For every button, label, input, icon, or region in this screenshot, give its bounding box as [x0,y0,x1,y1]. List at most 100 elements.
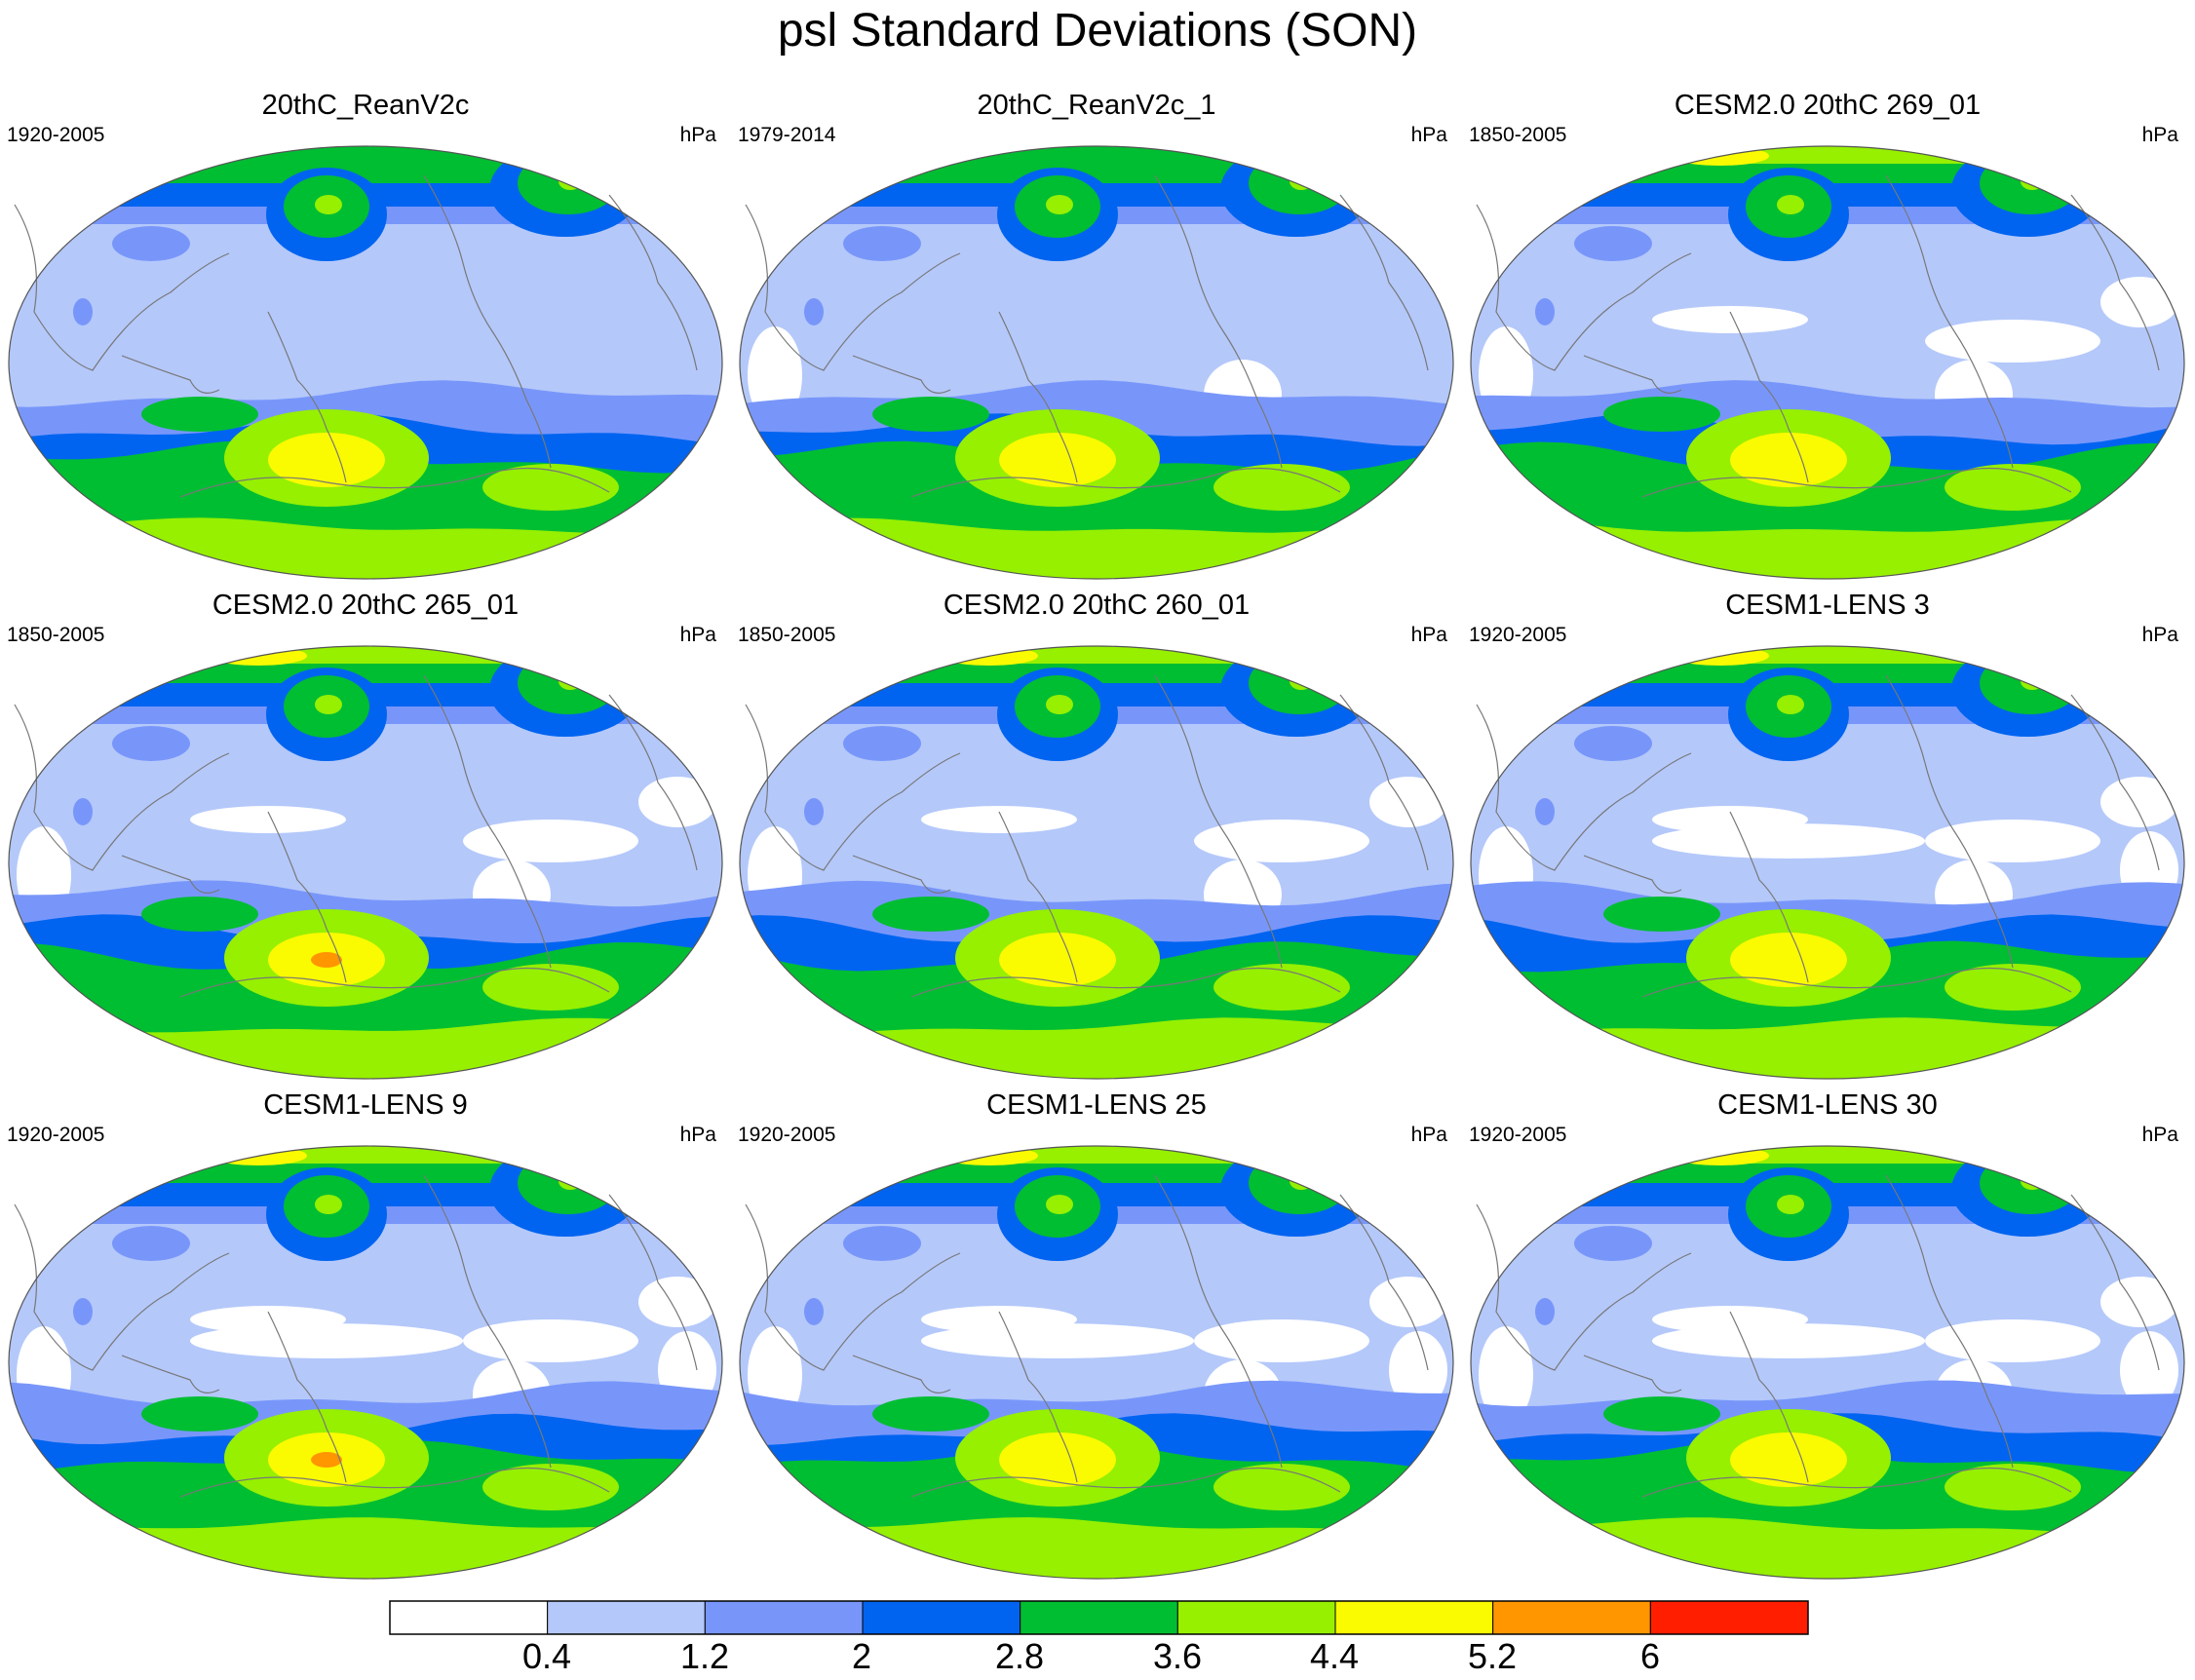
contour-field [1471,146,2184,579]
coastline-americas [1154,674,1283,969]
colorbar-segment [704,1600,864,1635]
contour-blob [638,1277,716,1327]
contour-blob [1194,1319,1369,1362]
map-panel: CESM2.0 20thC 265_01 1850-2005 hPa [5,588,726,1080]
panel-title: CESM1-LENS 3 [1725,590,1930,621]
coastline-antarctica [910,967,1341,998]
contour-blob [1777,695,1804,714]
contour-blob [311,952,342,968]
coastline-antarctica [179,467,610,498]
north-band-4 [9,146,722,183]
coastline-australia-link [267,811,347,983]
panel-title: CESM1-LENS 30 [1717,1089,1938,1121]
contour-blob [482,964,619,1011]
contour-blob [2021,172,2044,190]
colorbar-segment [389,1600,549,1635]
contour-blob [804,798,824,825]
contour-blob [1290,1172,1313,1190]
contour-blob [73,1298,93,1325]
coastline-antarctica [179,967,610,998]
panel-title: CESM1-LENS 9 [263,1089,468,1121]
coastlines [745,174,1429,498]
contour-blob [1574,726,1652,761]
colorbar-segment [547,1600,706,1635]
contour-blob [1980,152,2081,214]
contour-blob [1213,964,1350,1011]
coastline-americas [1154,1174,1283,1469]
north-band-5 [740,1146,1453,1164]
coastline-africa [2070,694,2160,871]
panel-title: CESM2.0 20thC 269_01 [1674,90,1982,121]
contour-blob [315,695,342,714]
south-band-5 [1471,518,2184,579]
contour-blob [190,1323,463,1358]
coastline-africa [1339,194,1429,371]
contour-blob [804,298,824,325]
contour-blob [190,806,346,833]
coastline-australia-link [998,1311,1078,1483]
contour-blob [73,798,93,825]
contour-blob [311,1452,342,1468]
coastline-australia-link [1729,311,1809,483]
contour-blob [482,1464,619,1510]
panel-units: hPa [1410,624,1447,646]
colorbar-label: 6 [1639,1636,1661,1676]
coastline-africa [2070,194,2160,371]
contour-blob [1777,1195,1804,1214]
coastline-australia-link [998,811,1078,983]
contour-blob [1290,672,1313,690]
coastline-africa [608,1194,698,1371]
contour-blob [1213,464,1350,511]
contour-blob [463,1319,638,1362]
contour-blob [2120,1331,2178,1409]
contour-blob [1652,306,1808,333]
south-band-5 [740,1017,1453,1079]
map-panel: CESM1-LENS 30 1920-2005 hPa [1467,1088,2188,1580]
contour-blob [872,397,989,432]
contour-blob [558,1172,582,1190]
south-band-5 [1471,1017,2184,1079]
contour-blob [112,726,190,761]
contour-blob [872,897,989,932]
panel-title: CESM2.0 20thC 265_01 [212,590,520,621]
contour-blob [843,1226,921,1261]
contour-field [740,1146,1453,1579]
contour-blob [843,226,921,261]
panel-units: hPa [679,124,716,146]
contour-blob [73,298,93,325]
panel-units: hPa [1410,1124,1447,1146]
contour-blob [1249,1152,1350,1214]
coastline-antarctica [1641,1467,2072,1498]
colorbar-segment [1334,1600,1494,1635]
contour-blob [1046,1195,1073,1214]
coastline-maritime [1583,355,1682,394]
contour-blob [1194,820,1369,862]
contour-blob [1761,446,1816,474]
contour-blob [315,1195,342,1214]
panel-units: hPa [2141,124,2178,146]
coastline-africa [2070,1194,2160,1371]
map-panel: CESM1-LENS 9 1920-2005 hPa [5,1088,726,1580]
contour-blob [2021,672,2044,690]
contour-blob [1652,823,1925,859]
map-panel: 20thC_ReanV2c 1920-2005 hPa [5,88,726,580]
coastline-maritime [121,355,220,394]
colorbar-label: 0.4 [521,1636,572,1676]
colorbar-label: 5.2 [1467,1636,1518,1676]
coastline-maritime [121,855,220,894]
contour-blob [2021,1172,2044,1190]
panel-period: 1920-2005 [7,124,105,146]
coastline-asia [745,204,961,371]
contour-blob [1603,1396,1720,1432]
contour-blob [1369,1277,1447,1327]
contour-blob [1603,897,1720,932]
contour-field [740,146,1453,579]
coastline-americas [423,174,552,469]
contour-blob [518,152,619,214]
coastline-antarctica [910,1467,1341,1498]
figure-title: psl Standard Deviations (SON) [777,5,1418,57]
north-band-5 [9,1146,722,1164]
panel-title: CESM1-LENS 25 [986,1089,1207,1121]
coastline-australia-link [267,1311,347,1483]
contour-blob [315,195,342,214]
